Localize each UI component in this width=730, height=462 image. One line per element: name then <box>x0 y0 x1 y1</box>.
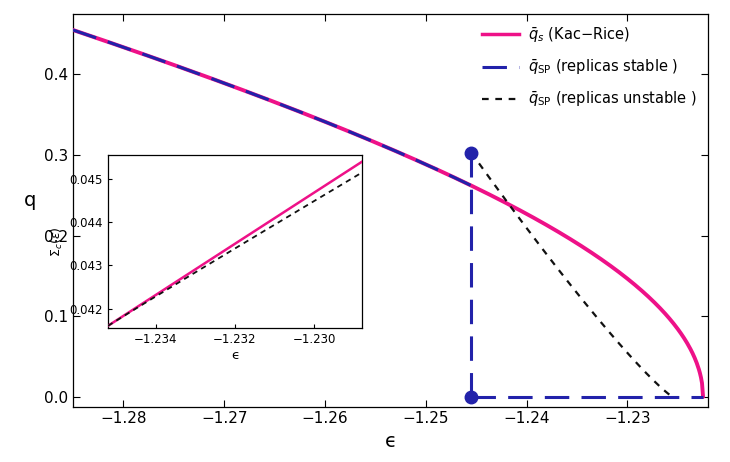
Legend: $\bar{q}_s$ (Kac$-$Rice), $\bar{q}_{\rm SP}$ (replicas stable ), $\bar{q}_{\rm S: $\bar{q}_s$ (Kac$-$Rice), $\bar{q}_{\rm … <box>478 21 701 113</box>
Y-axis label: q: q <box>24 191 36 210</box>
X-axis label: ϵ: ϵ <box>385 432 396 451</box>
